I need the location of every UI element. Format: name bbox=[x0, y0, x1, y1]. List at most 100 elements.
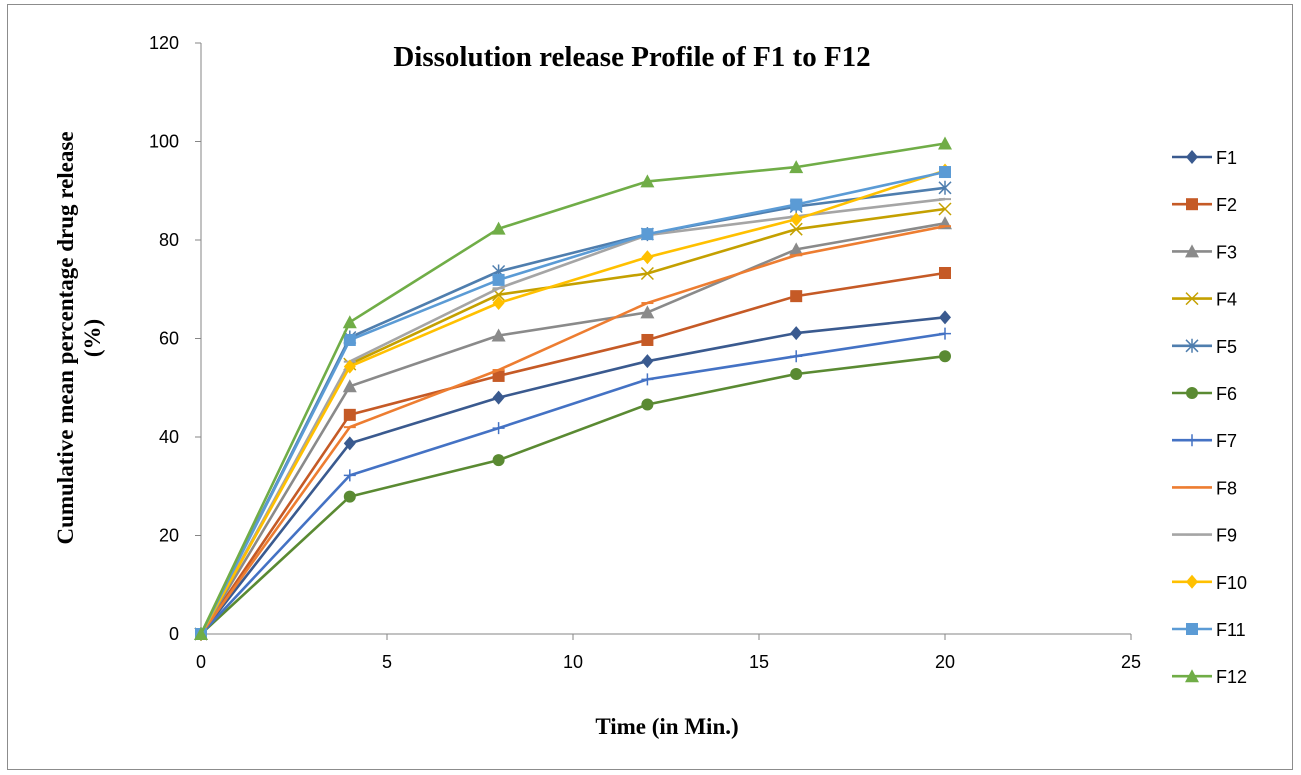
data-point-f2 bbox=[492, 369, 505, 382]
legend-label: F12 bbox=[1216, 667, 1247, 687]
series-line-f8 bbox=[199, 224, 946, 635]
data-point-f10 bbox=[790, 212, 803, 227]
data-point-f11 bbox=[790, 198, 803, 211]
legend-entry-f3: F3 bbox=[1172, 242, 1237, 262]
y-tick-label: 40 bbox=[159, 427, 179, 447]
series-line-f10 bbox=[199, 169, 946, 635]
data-point-f2 bbox=[343, 408, 356, 421]
series-f2 bbox=[195, 266, 951, 640]
series-f6 bbox=[195, 350, 951, 640]
data-point-f1 bbox=[939, 310, 951, 325]
legend-entry-f7: F7 bbox=[1172, 431, 1237, 451]
series-line-f6 bbox=[200, 354, 946, 635]
data-point-f1 bbox=[492, 390, 505, 405]
series-f9 bbox=[195, 197, 951, 635]
series-f3 bbox=[194, 216, 952, 640]
x-tick-label: 0 bbox=[196, 652, 206, 672]
data-point-f1 bbox=[343, 436, 356, 451]
legend-label: F3 bbox=[1216, 242, 1237, 262]
legend-entry-f9: F9 bbox=[1172, 526, 1237, 546]
data-point-f7 bbox=[492, 422, 505, 435]
y-tick-label: 120 bbox=[149, 33, 179, 53]
legend-marker bbox=[1185, 338, 1199, 353]
series-line-f1 bbox=[199, 316, 946, 635]
legend-marker bbox=[1185, 669, 1199, 683]
y-axis-label-line-2: (%) bbox=[80, 319, 105, 357]
data-point-f12 bbox=[194, 627, 208, 640]
legend-label: F10 bbox=[1216, 573, 1247, 593]
legend-label: F7 bbox=[1216, 431, 1237, 451]
legend-entry-f2: F2 bbox=[1172, 195, 1237, 215]
y-tick-label: 60 bbox=[159, 329, 179, 349]
data-point-f7 bbox=[939, 327, 951, 340]
legend-marker bbox=[1185, 244, 1199, 258]
legend-marker bbox=[1186, 623, 1198, 635]
legend-entry-f4: F4 bbox=[1172, 290, 1237, 310]
legend-marker bbox=[1186, 434, 1198, 447]
x-tick-label: 20 bbox=[935, 652, 955, 672]
x-axis-label: Time (in Min.) bbox=[595, 714, 738, 739]
data-point-f11 bbox=[641, 228, 654, 241]
chart-frame bbox=[7, 4, 1293, 770]
y-tick-label: 0 bbox=[169, 624, 179, 644]
legend-marker bbox=[1186, 574, 1198, 589]
data-point-f4 bbox=[789, 222, 803, 236]
series-f8 bbox=[195, 224, 951, 635]
data-point-f3 bbox=[342, 379, 357, 393]
y-tick-label: 80 bbox=[159, 230, 179, 250]
data-point-f6 bbox=[790, 367, 803, 380]
legend-label: F9 bbox=[1216, 526, 1237, 546]
legend-label: F1 bbox=[1216, 148, 1237, 168]
legend-label: F4 bbox=[1216, 290, 1237, 310]
data-point-f6 bbox=[343, 490, 356, 503]
data-point-f11 bbox=[343, 333, 356, 346]
data-point-f4 bbox=[640, 266, 654, 281]
legend-marker bbox=[1186, 387, 1198, 399]
series-line-f12 bbox=[199, 142, 946, 635]
data-point-f12 bbox=[789, 160, 804, 174]
data-point-f5 bbox=[938, 180, 952, 195]
series-f10 bbox=[195, 163, 951, 641]
x-tick-label: 25 bbox=[1121, 652, 1141, 672]
data-point-f1 bbox=[641, 354, 654, 369]
data-point-f12 bbox=[640, 174, 655, 188]
legend-entry-f6: F6 bbox=[1172, 384, 1237, 404]
data-point-f2 bbox=[790, 290, 803, 303]
legend-marker bbox=[1186, 198, 1198, 211]
data-point-f3 bbox=[491, 328, 506, 342]
legend-entry-f10: F10 bbox=[1172, 573, 1247, 593]
series-line-f7 bbox=[200, 332, 946, 635]
data-point-f11 bbox=[939, 166, 951, 179]
x-tick-label: 15 bbox=[749, 652, 769, 672]
data-point-f12 bbox=[938, 136, 952, 150]
data-point-f10 bbox=[492, 296, 505, 311]
series-lines bbox=[194, 136, 952, 641]
y-tick-label: 100 bbox=[149, 132, 179, 152]
data-point-f10 bbox=[641, 250, 654, 265]
chart-title: Dissolution release Profile of F1 to F12 bbox=[393, 41, 870, 73]
x-tick-label: 5 bbox=[382, 652, 392, 672]
series-line-f3 bbox=[199, 222, 946, 635]
axes: 0 20 40 60 80 100 120 0 5 10 15 20 25 bbox=[149, 33, 1141, 672]
data-point-f6 bbox=[939, 350, 951, 363]
data-point-f6 bbox=[492, 454, 505, 467]
data-point-f10 bbox=[343, 359, 356, 374]
data-point-f3 bbox=[789, 242, 804, 256]
legend-label: F2 bbox=[1216, 195, 1237, 215]
data-point-f1 bbox=[790, 326, 803, 341]
data-point-f3 bbox=[640, 305, 655, 319]
legend-entry-f5: F5 bbox=[1172, 337, 1237, 357]
legend-marker bbox=[1185, 292, 1199, 306]
data-point-f4 bbox=[938, 202, 952, 216]
legend-label: F11 bbox=[1216, 620, 1246, 640]
series-line-f9 bbox=[199, 197, 946, 635]
data-point-f2 bbox=[641, 333, 654, 346]
legend-entry-f8: F8 bbox=[1172, 478, 1237, 498]
series-line-f2 bbox=[199, 271, 946, 635]
legend: F1 F2 F3 F4 F5 F6 F7 F8 F9 F10 F11 F12 bbox=[1172, 148, 1247, 687]
data-point-f11 bbox=[492, 273, 505, 286]
y-axis-label-group: Cumulative mean percentage drug release … bbox=[53, 131, 105, 544]
y-tick-label: 20 bbox=[159, 526, 179, 546]
data-point-f7 bbox=[343, 469, 356, 482]
